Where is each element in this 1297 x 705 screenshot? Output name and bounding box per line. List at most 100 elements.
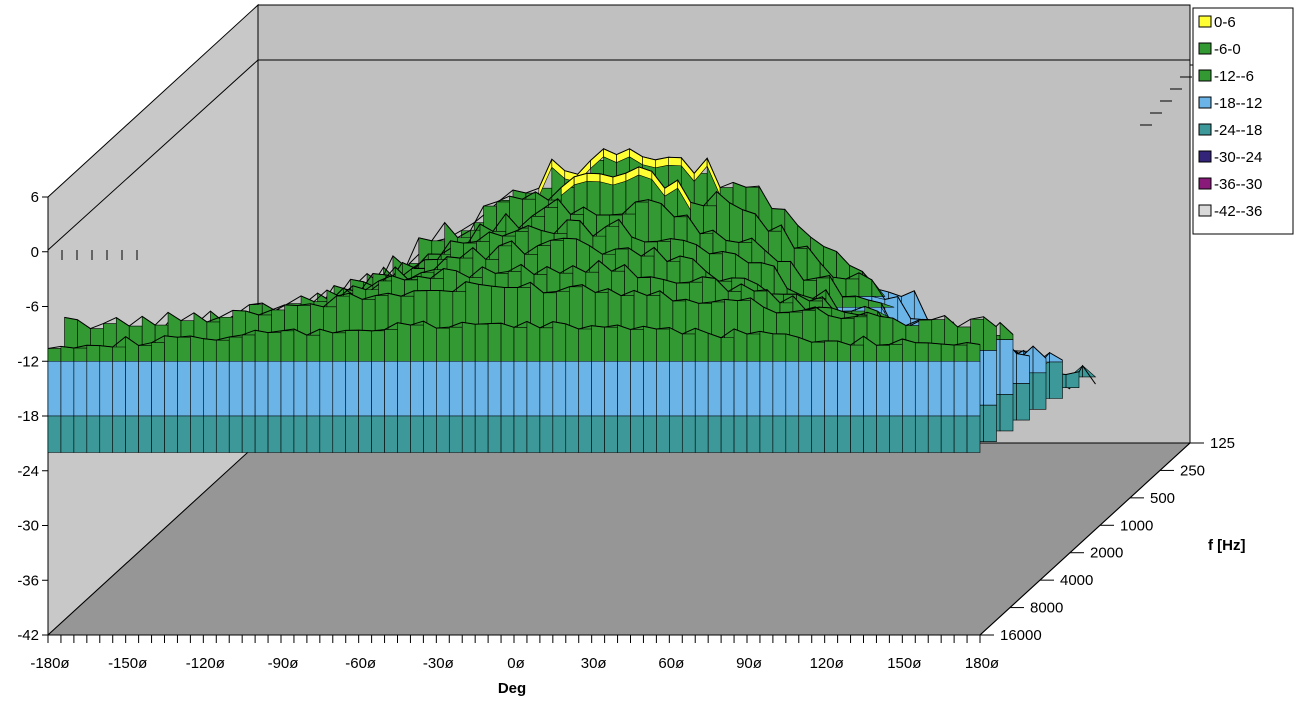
surface-cell bbox=[60, 360, 75, 417]
surface-cell bbox=[358, 360, 372, 417]
surface-cell bbox=[656, 415, 670, 453]
surface-cell bbox=[999, 339, 1014, 395]
surface-cell bbox=[837, 360, 851, 417]
surface-cell bbox=[461, 360, 476, 417]
surface-cell bbox=[863, 360, 877, 417]
surface-cell bbox=[578, 415, 592, 453]
y-tick-label: 0 bbox=[31, 244, 39, 261]
surface-cell bbox=[694, 360, 709, 417]
surface-cell bbox=[99, 360, 114, 417]
surface-cell bbox=[824, 340, 838, 362]
y-tick-label: -42 bbox=[17, 627, 39, 644]
surface-cell bbox=[86, 344, 101, 362]
surface-cell bbox=[720, 360, 735, 417]
depth-tick-label: 125 bbox=[1210, 435, 1235, 452]
surface-cell bbox=[461, 415, 476, 453]
depth-tick-label: 250 bbox=[1180, 462, 1205, 479]
surface-cell bbox=[164, 415, 178, 453]
depth-axis-title: f [Hz] bbox=[1208, 537, 1246, 554]
surface-cell bbox=[630, 360, 644, 417]
depth-tick-label: 16000 bbox=[1000, 627, 1042, 644]
surface-cell bbox=[461, 321, 476, 362]
surface-cell bbox=[500, 415, 515, 453]
surface-cell bbox=[914, 415, 929, 453]
surface-cell bbox=[125, 415, 139, 453]
surface-cell bbox=[60, 346, 75, 362]
legend-label: -12--6 bbox=[1214, 68, 1254, 85]
surface-cell bbox=[983, 404, 997, 443]
surface-cell bbox=[345, 330, 359, 362]
depth-tick-label: 2000 bbox=[1090, 545, 1123, 562]
surface-cell bbox=[772, 360, 787, 417]
surface-cell bbox=[591, 325, 605, 362]
surface-cell bbox=[112, 415, 126, 453]
surface-cell bbox=[720, 337, 735, 362]
surface-cell bbox=[811, 360, 825, 417]
surface-cell bbox=[358, 329, 372, 362]
surface-cell bbox=[138, 360, 152, 417]
surface-cell bbox=[953, 415, 968, 453]
surface-cell bbox=[927, 360, 942, 417]
surface-cell bbox=[345, 360, 359, 417]
surface-cell bbox=[656, 360, 670, 417]
surface-cell bbox=[526, 360, 541, 417]
y-tick-label: -6 bbox=[26, 299, 39, 316]
surface-cell bbox=[927, 342, 942, 362]
surface-cell bbox=[552, 360, 567, 417]
surface-cell bbox=[280, 415, 295, 453]
surface-cell bbox=[845, 278, 860, 297]
surface-cell bbox=[1049, 361, 1063, 399]
surface-cell bbox=[267, 415, 282, 453]
surface-cell bbox=[47, 360, 62, 417]
surface-cell bbox=[306, 334, 321, 362]
surface-cell bbox=[837, 415, 851, 453]
surface-cell bbox=[940, 360, 955, 417]
surface-cell bbox=[190, 415, 204, 453]
legend-label: -18--12 bbox=[1214, 95, 1262, 112]
y-tick-label: -36 bbox=[17, 572, 39, 589]
surface-cell bbox=[643, 360, 657, 417]
surface-cell bbox=[280, 360, 295, 417]
surface-cell bbox=[86, 360, 101, 417]
surface-cell bbox=[474, 360, 489, 417]
surface-cell bbox=[151, 415, 165, 453]
legend-swatch bbox=[1198, 69, 1212, 82]
surface-cell bbox=[591, 360, 605, 417]
surface-cell bbox=[215, 339, 230, 362]
surface-cell bbox=[798, 360, 813, 417]
surface-cell bbox=[889, 360, 903, 417]
surface-cell bbox=[228, 360, 243, 417]
x-tick-label: -120ø bbox=[186, 655, 225, 672]
x-tick-label: -30ø bbox=[423, 655, 454, 672]
surface-cell bbox=[539, 415, 554, 453]
surface-cell bbox=[125, 360, 139, 417]
surface-cell bbox=[254, 360, 269, 417]
surface-cell bbox=[474, 323, 489, 362]
depth-tick-label: 4000 bbox=[1060, 572, 1093, 589]
surface-cell bbox=[319, 415, 334, 453]
surface-cell bbox=[487, 415, 502, 453]
surface-cell bbox=[746, 360, 761, 417]
x-tick-label: 90ø bbox=[736, 655, 762, 672]
surface-cell bbox=[927, 415, 942, 453]
surface-cell bbox=[151, 342, 165, 362]
surface-cell bbox=[436, 360, 450, 417]
surface-cell bbox=[694, 415, 709, 453]
surface-cell bbox=[254, 415, 269, 453]
surface-cell bbox=[164, 360, 178, 417]
right-depth-edge bbox=[979, 442, 1191, 636]
surface-cell bbox=[254, 329, 269, 362]
surface-cell bbox=[384, 415, 398, 453]
legend: 0-6 -6-0 -12--6 -18--12 -24--18 -30--24 -36--3… bbox=[1192, 7, 1294, 235]
x-tick-label: 30ø bbox=[581, 655, 607, 672]
surface-cell bbox=[448, 326, 463, 362]
surface-cell bbox=[410, 324, 424, 362]
surface-cell bbox=[1016, 353, 1030, 384]
surface-cell bbox=[643, 325, 657, 362]
surface-cell bbox=[397, 415, 411, 453]
surface-cell bbox=[824, 415, 838, 453]
surface-cell bbox=[177, 336, 191, 362]
x-tick-label: 0ø bbox=[507, 655, 525, 672]
surface-cell bbox=[73, 415, 88, 453]
